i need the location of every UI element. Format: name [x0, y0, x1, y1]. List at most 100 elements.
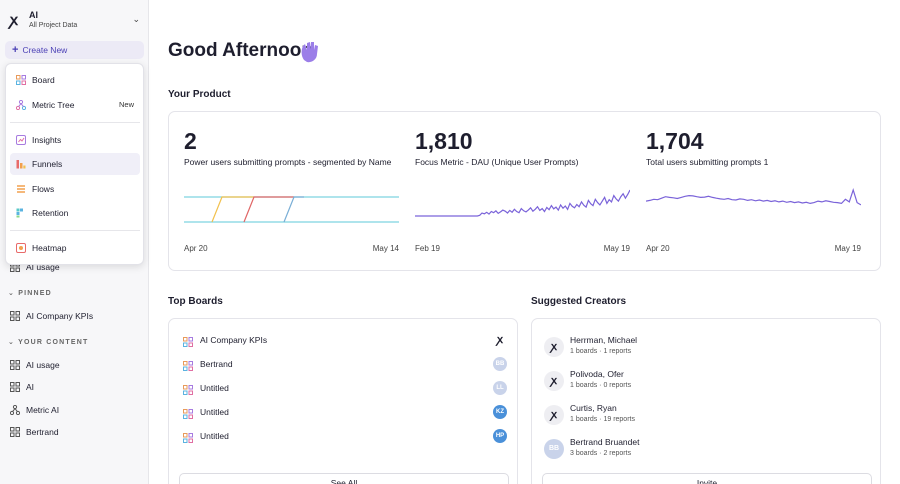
series-line [415, 189, 630, 217]
metric-tree-icon [16, 100, 26, 110]
top-boards-title: Top Boards [168, 296, 223, 307]
menu-item-label: Metric Tree [32, 100, 75, 110]
board-icon [10, 382, 20, 392]
your-content-label: YOUR CONTENT [18, 339, 89, 346]
creator-name: Herrman, Michael [570, 335, 638, 345]
sidebar-item-label: AI Company KPIs [26, 311, 94, 321]
creator-row[interactable]: BB Bertrand Bruandet 3 boards · 2 report… [544, 437, 864, 467]
company-logo-icon: ꭗ [497, 333, 503, 346]
metric-tree-icon [10, 405, 20, 415]
company-logo-icon: ꭗ [544, 337, 564, 357]
insights-icon [16, 135, 26, 145]
creator-row[interactable]: ꭗ Curtis, Ryan 1 boards · 19 reports [544, 403, 864, 433]
board-icon [183, 337, 193, 347]
invite-button[interactable]: Invite [542, 473, 872, 484]
create-new-menu: Board Metric Tree New Insights Funnels F… [5, 63, 144, 265]
creator-name: Bertrand Bruandet [570, 437, 640, 447]
menu-item-insights[interactable]: Insights [10, 129, 140, 151]
sidebar-item-ai[interactable]: AI [10, 379, 34, 395]
your-product-title: Your Product [168, 89, 231, 100]
your-product-card: 2 Power users submitting prompts - segme… [168, 111, 881, 271]
menu-item-label: Heatmap [32, 243, 67, 253]
creator-row[interactable]: ꭗ Herrman, Michael 1 boards · 1 reports [544, 335, 864, 365]
board-row[interactable]: Untitled KZ [183, 405, 507, 425]
pinned-section-header[interactable]: ⌄ PINNED [8, 290, 52, 297]
metric-value: 1,810 [415, 128, 473, 154]
board-name: Bertrand [200, 359, 233, 369]
chart-start-label: Feb 19 [415, 244, 440, 253]
focus-metric-chart [415, 189, 630, 217]
power-users-chart [184, 196, 399, 223]
menu-item-label: Flows [32, 184, 55, 194]
metric-label: Power users submitting prompts - segment… [184, 157, 392, 167]
sidebar-item-label: Bertrand [26, 427, 59, 437]
total-users-chart [646, 188, 861, 206]
chart-end-label: May 19 [834, 244, 861, 253]
plus-icon: + [12, 44, 19, 56]
board-name: AI Company KPIs [200, 335, 268, 345]
new-badge: New [118, 100, 134, 109]
menu-item-funnels[interactable]: Funnels [10, 153, 140, 175]
menu-item-retention[interactable]: Retention [10, 202, 140, 224]
board-icon [10, 360, 20, 370]
board-icon [183, 361, 193, 371]
board-name: Untitled [200, 383, 229, 393]
menu-item-label: Funnels [32, 159, 63, 169]
metric-label: Focus Metric - DAU (Unique User Prompts) [415, 157, 579, 167]
board-row[interactable]: Untitled HP [183, 429, 507, 449]
logo-icon: ꭗ [10, 11, 18, 29]
sidebar-item-label: AI usage [26, 360, 60, 370]
avatar: LL [493, 381, 507, 395]
menu-item-heatmap[interactable]: Heatmap [10, 237, 140, 259]
sidebar-item-label: AI usage [26, 262, 60, 272]
board-row[interactable]: Untitled LL [183, 381, 507, 401]
flows-icon [17, 185, 25, 193]
sidebar-item-label: AI [26, 382, 35, 392]
board-name: Untitled [200, 431, 229, 441]
pinned-label: PINNED [18, 290, 52, 297]
series-line-2 [243, 196, 294, 223]
create-new-button[interactable]: + Create New [5, 41, 144, 59]
sidebar-item-bertrand[interactable]: Bertrand [10, 424, 59, 440]
sidebar-item-ai-company-kpis[interactable]: AI Company KPIs [10, 308, 93, 324]
waving-hand-icon [301, 42, 318, 63]
creator-stats: 1 boards · 19 reports [570, 416, 635, 423]
chart-start-label: Apr 20 [184, 244, 208, 253]
board-icon [183, 409, 193, 419]
chart-start-label: Apr 20 [646, 244, 670, 253]
company-logo-icon: ꭗ [544, 371, 564, 391]
metric-label: Total users submitting prompts 1 [646, 157, 769, 167]
menu-item-metric-tree[interactable]: Metric Tree New [10, 94, 140, 116]
metric-value: 1,704 [646, 128, 704, 154]
metric-card-total-users[interactable]: 1,704 Total users submitting prompts 1 A… [646, 128, 861, 268]
board-row[interactable]: Bertrand BB [183, 357, 507, 377]
project-switcher[interactable]: ꭗ AI All Project Data ⌄ [10, 10, 140, 32]
top-boards-card: AI Company KPIs ꭗ Bertrand BB Untitled L… [168, 318, 518, 484]
see-all-button[interactable]: See All [179, 473, 509, 484]
sidebar-item-ai-usage[interactable]: AI usage [10, 357, 60, 373]
avatar: BB [544, 439, 564, 459]
chevron-down-icon[interactable]: ⌄ [132, 14, 140, 24]
metric-value: 2 [184, 128, 197, 154]
series-line-0 [184, 196, 399, 223]
metric-card-focus-metric[interactable]: 1,810 Focus Metric - DAU (Unique User Pr… [415, 128, 630, 268]
board-row[interactable]: AI Company KPIs ꭗ [183, 333, 507, 353]
menu-divider [10, 230, 140, 231]
menu-item-label: Insights [32, 135, 62, 145]
board-icon [10, 427, 20, 437]
board-icon [10, 311, 20, 321]
metric-card-power-users[interactable]: 2 Power users submitting prompts - segme… [184, 128, 399, 268]
board-icon [183, 433, 193, 443]
menu-item-label: Retention [32, 208, 69, 218]
retention-icon [16, 208, 23, 218]
funnels-icon [16, 160, 26, 169]
avatar: HP [493, 429, 507, 443]
creator-name: Curtis, Ryan [570, 403, 617, 413]
menu-item-board[interactable]: Board [10, 69, 140, 91]
sidebar-item-metric-ai[interactable]: Metric AI [10, 402, 59, 418]
menu-item-flows[interactable]: Flows [10, 178, 140, 200]
menu-item-label: Board [32, 75, 55, 85]
your-content-section-header[interactable]: ⌄ YOUR CONTENT [8, 339, 89, 346]
company-logo-icon: ꭗ [544, 405, 564, 425]
creator-row[interactable]: ꭗ Polivoda, Ofer 1 boards · 0 reports [544, 369, 864, 399]
